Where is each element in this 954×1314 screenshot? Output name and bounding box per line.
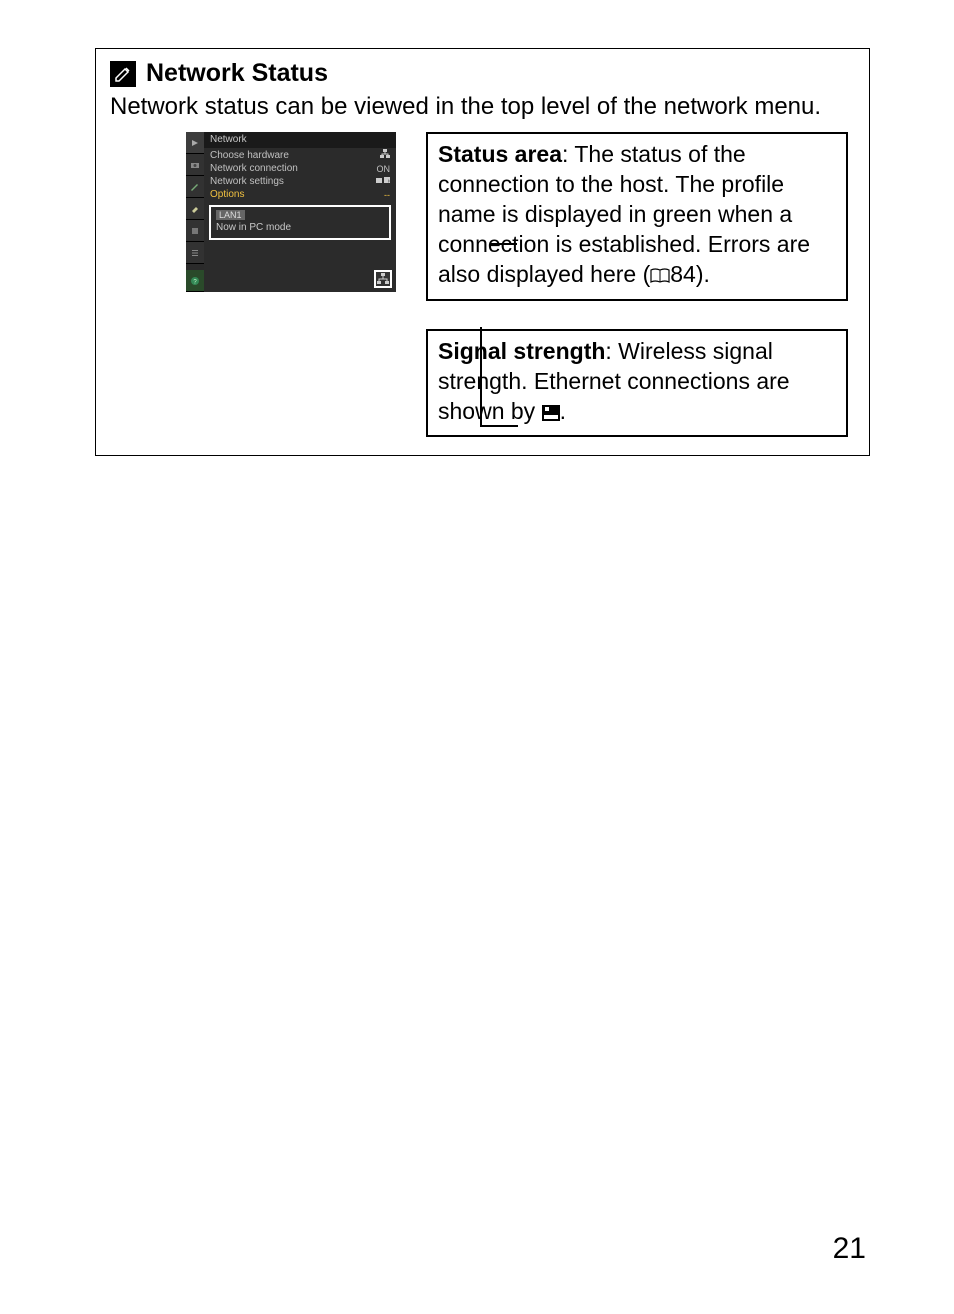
- status-area-callout: Status area: The status of the connectio…: [426, 132, 848, 301]
- callout-page-ref: 84: [670, 261, 696, 287]
- camera-sidebar-wrench-icon: [186, 198, 204, 220]
- camera-row-value: ON: [377, 164, 391, 174]
- camera-status-box: LAN1 Now in PC mode: [209, 205, 391, 240]
- camera-menu-screenshot: ? Network Choose hardware Network connec…: [186, 132, 396, 292]
- callout-title: Status area: [438, 141, 562, 167]
- connector-line: [480, 327, 482, 427]
- callout-column: Status area: The status of the connectio…: [426, 132, 853, 437]
- callout-body-after: .: [560, 398, 566, 424]
- callout-title: Signal strength: [438, 338, 605, 364]
- panel-intro-text: Network status can be viewed in the top …: [110, 92, 853, 122]
- panel-heading: Network Status: [146, 59, 328, 88]
- signal-strength-callout: Signal strength: Wireless signal strengt…: [426, 329, 848, 437]
- camera-row-value: --: [384, 190, 390, 200]
- camera-signal-icon: [374, 270, 392, 288]
- network-status-panel: Network Status Network status can be vie…: [95, 48, 870, 456]
- camera-row-options: Options --: [204, 188, 396, 201]
- heading-row: Network Status: [110, 59, 853, 88]
- camera-main-panel: Network Choose hardware Network connecti…: [204, 132, 396, 292]
- camera-row-connection: Network connection ON: [204, 162, 396, 175]
- camera-sidebar: ?: [186, 132, 204, 292]
- camera-sidebar-list-icon: [186, 242, 204, 264]
- camera-row-settings: Network settings: [204, 175, 396, 188]
- camera-row-hardware: Choose hardware: [204, 148, 396, 162]
- pc-mode-small-icon: [376, 177, 390, 187]
- camera-row-label: Network connection: [210, 163, 298, 174]
- camera-menu-title: Network: [204, 132, 396, 148]
- page-number: 21: [833, 1232, 866, 1266]
- connector-line: [480, 425, 518, 427]
- pencil-note-icon: [110, 61, 136, 87]
- page-ref-book-icon: [650, 262, 670, 292]
- callout-body-after: ).: [696, 261, 710, 287]
- ethernet-icon: [542, 405, 560, 421]
- connector-line: [491, 243, 517, 245]
- camera-sidebar-camera-icon: [186, 154, 204, 176]
- camera-sidebar-play-icon: [186, 132, 204, 154]
- camera-sidebar-pencil-icon: [186, 176, 204, 198]
- camera-sidebar-help-icon: ?: [186, 270, 204, 292]
- camera-status-message: Now in PC mode: [216, 222, 384, 233]
- camera-row-label: Options: [210, 189, 244, 200]
- camera-status-profile: LAN1: [216, 210, 245, 220]
- page: Network Status Network status can be vie…: [0, 0, 954, 1314]
- ethernet-small-icon: [380, 149, 390, 161]
- camera-sidebar-retouch-icon: [186, 220, 204, 242]
- camera-row-label: Choose hardware: [210, 150, 289, 161]
- camera-row-label: Network settings: [210, 176, 284, 187]
